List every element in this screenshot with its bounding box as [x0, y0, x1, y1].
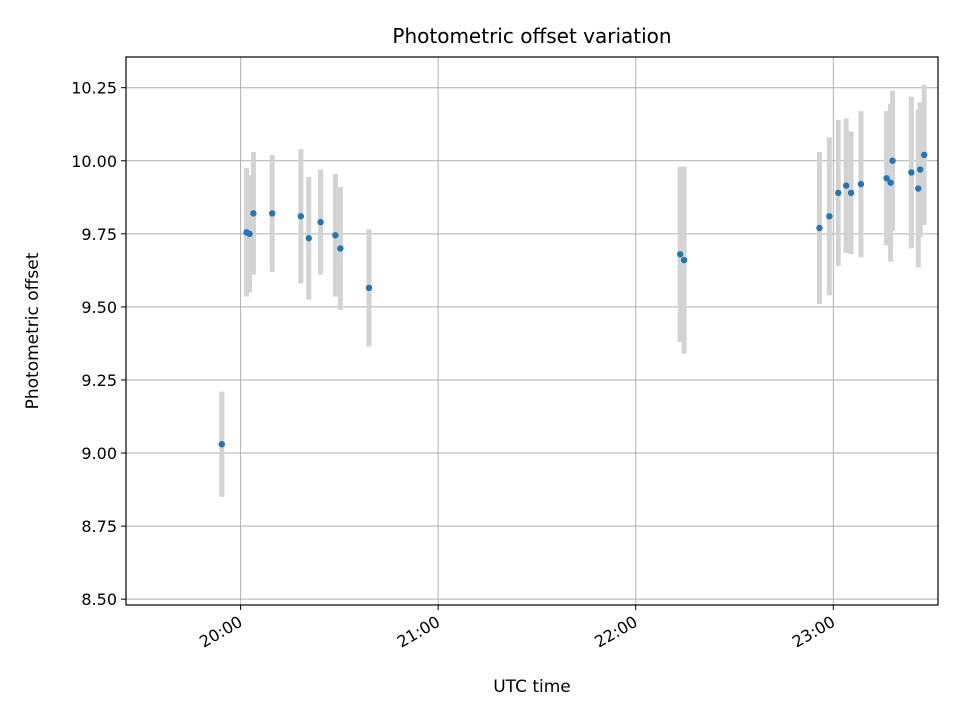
data-point	[246, 230, 253, 238]
grid	[126, 57, 938, 605]
data-point	[908, 169, 915, 176]
data-point	[915, 185, 922, 192]
x-axis-title: UTC time	[493, 677, 571, 697]
data-point	[676, 251, 684, 258]
data-point	[250, 210, 257, 217]
data-point	[826, 213, 833, 220]
data-point	[317, 218, 324, 226]
y-tick-label: 8.50	[81, 590, 117, 609]
y-tick-label: 10.00	[71, 152, 117, 171]
y-tick-label: 9.25	[81, 371, 117, 390]
plot-frame	[125, 56, 939, 606]
data-point	[847, 189, 855, 197]
y-tick-label: 9.50	[81, 298, 117, 317]
data-point	[842, 182, 850, 189]
y-axis-title: Photometric offset	[23, 252, 43, 409]
data-point	[816, 224, 823, 232]
y-tick-label: 9.00	[81, 444, 117, 463]
data-point	[857, 180, 865, 188]
data-points	[218, 151, 928, 448]
data-point	[680, 256, 688, 264]
y-tick-label: 9.75	[81, 225, 117, 244]
data-point	[887, 179, 894, 186]
y-tick-label: 10.25	[71, 79, 117, 98]
data-point	[268, 210, 276, 217]
data-point	[920, 151, 928, 159]
y-tick-label: 8.75	[81, 517, 117, 536]
data-point	[365, 284, 373, 292]
data-point	[883, 175, 890, 182]
chart-title: Photometric offset variation	[392, 24, 671, 48]
data-point	[305, 235, 312, 242]
data-point	[332, 232, 339, 239]
data-point	[917, 166, 924, 173]
data-point	[218, 441, 226, 448]
data-point	[297, 213, 305, 220]
data-point	[337, 245, 344, 252]
data-point	[835, 189, 842, 197]
y-axis: 8.50 8.75 9.00 9.25 9.50 9.75 10.00 10.25	[71, 79, 126, 609]
data-point	[889, 157, 896, 164]
